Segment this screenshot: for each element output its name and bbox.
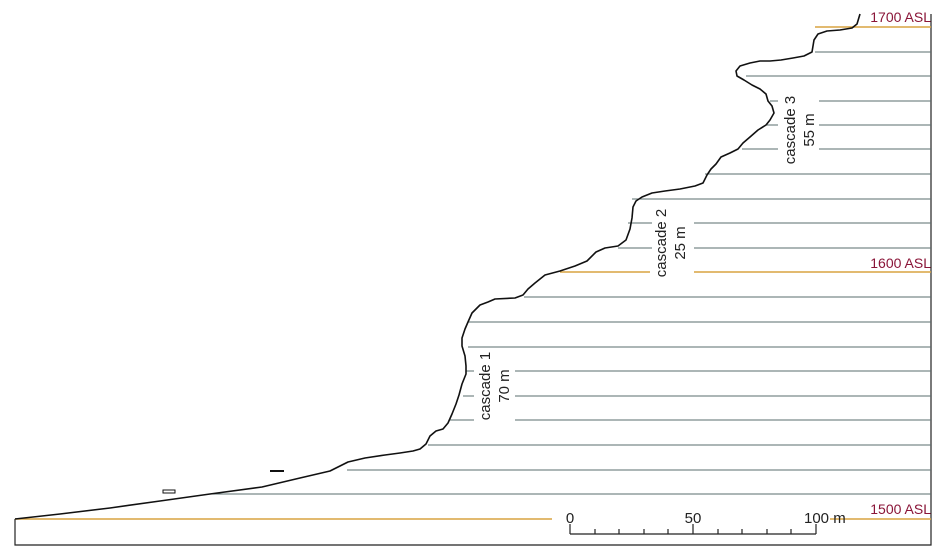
svg-text:55 m: 55 m — [801, 113, 818, 146]
elevation-label-1700: 1700 ASL — [870, 9, 931, 25]
cascade-label-3: cascade 3 55 m — [781, 92, 819, 168]
svg-text:cascade 1: cascade 1 — [477, 352, 494, 420]
contour-lines — [210, 51, 931, 495]
elevation-label-1600: 1600 ASL — [870, 255, 931, 271]
cascade-label-2: cascade 2 25 m — [652, 205, 690, 281]
scale-tick-100: 100 m — [804, 510, 846, 527]
cascade-label-1: cascade 1 70 m — [476, 348, 514, 424]
elevation-label-1500: 1500 ASL — [870, 501, 931, 517]
scale-tick-50: 50 — [685, 510, 702, 527]
structure-marker — [162, 489, 176, 494]
scale-tick-0: 0 — [566, 510, 574, 527]
svg-text:25 m: 25 m — [672, 226, 689, 259]
scale-bar — [569, 524, 817, 535]
svg-text:cascade 3: cascade 3 — [782, 96, 799, 164]
index-contours — [15, 26, 931, 520]
section-frame — [14, 14, 932, 546]
terrain-surface-line — [14, 13, 861, 520]
cascade-ticks — [450, 100, 778, 421]
svg-text:cascade 2: cascade 2 — [653, 209, 670, 277]
svg-text:70 m: 70 m — [496, 369, 513, 402]
